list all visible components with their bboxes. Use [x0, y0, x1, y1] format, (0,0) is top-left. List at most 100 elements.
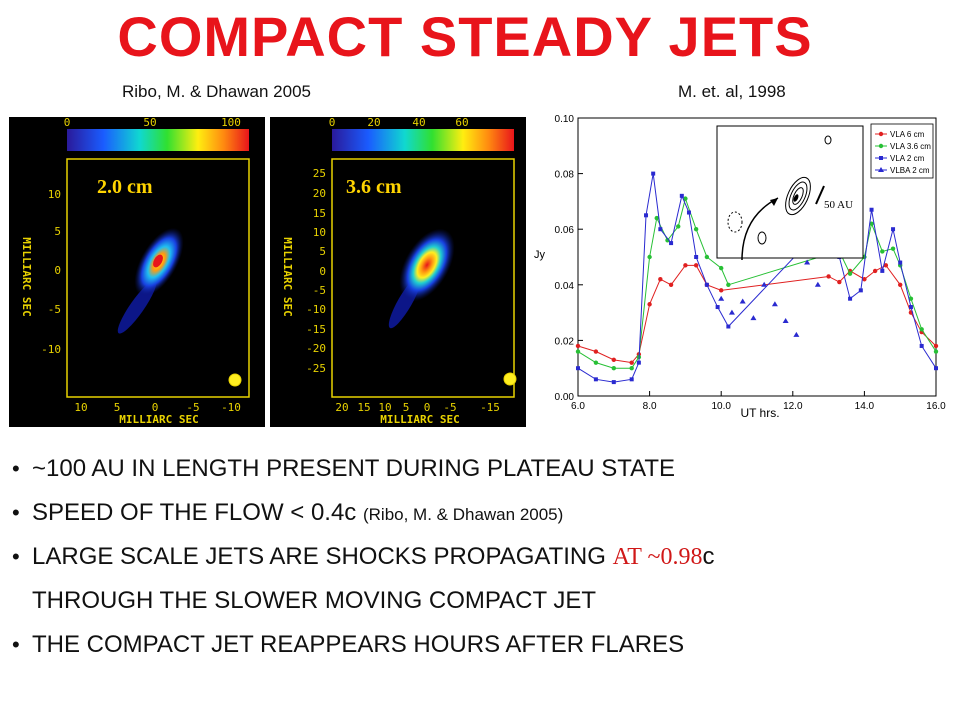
data-point	[647, 302, 652, 307]
data-point	[679, 193, 684, 198]
y-tick: 5	[54, 225, 61, 238]
beam-icon	[228, 373, 242, 387]
data-point	[761, 281, 768, 287]
series-line	[577, 264, 937, 364]
data-point	[898, 260, 903, 265]
data-point	[593, 360, 599, 365]
x-tick-label: 6.0	[571, 401, 585, 412]
data-point	[593, 349, 599, 354]
colorbar-tick: 100	[221, 117, 241, 129]
data-point	[704, 282, 709, 287]
bullet-list: ~100 AU IN LENGTH PRESENT DURING PLATEAU…	[10, 452, 955, 672]
data-point	[933, 349, 939, 354]
data-point	[869, 207, 874, 212]
x-axis-label: MILLIARC SEC	[380, 413, 459, 426]
data-point	[629, 377, 634, 382]
x-tick: 10	[378, 401, 391, 414]
citation-left: Ribo, M. & Dhawan 2005	[122, 82, 311, 101]
y-tick: -25	[306, 362, 326, 375]
data-point	[647, 254, 652, 260]
data-point	[919, 327, 924, 332]
data-point	[847, 271, 853, 276]
colorbar-tick: 60	[455, 117, 468, 129]
data-point	[644, 213, 649, 218]
jet-peak	[153, 254, 163, 268]
data-point	[686, 210, 691, 215]
bullet-continuation: THROUGH THE SLOWER MOVING COMPACT JET	[10, 584, 955, 628]
y-tick: -10	[306, 303, 326, 316]
data-point	[575, 349, 581, 354]
x-tick: 15	[357, 401, 370, 414]
map-frame	[66, 158, 250, 398]
legend-label: VLA 3.6 cm	[890, 142, 931, 151]
data-point	[719, 265, 724, 271]
bullet-item: THE COMPACT JET REAPPEARS HOURS AFTER FL…	[10, 628, 955, 672]
data-point	[726, 282, 731, 287]
citation-right: M. et. al, 1998	[678, 82, 786, 101]
inset-scale-label: 50 AU	[824, 199, 853, 211]
x-tick: -15	[480, 401, 500, 414]
map-frame	[331, 158, 515, 398]
y-tick: 15	[313, 207, 326, 220]
data-point	[576, 366, 580, 371]
legend-label: VLA 6 cm	[890, 130, 925, 139]
y-tick-label: 0.10	[555, 114, 575, 125]
data-point	[611, 380, 616, 385]
data-point	[919, 343, 924, 348]
y-tick: -10	[41, 343, 61, 356]
jet-core	[399, 228, 455, 302]
y-tick: 10	[313, 226, 326, 239]
data-point	[676, 224, 681, 229]
y-tick: 25	[313, 167, 326, 180]
x-tick-label: 16.0	[926, 401, 946, 412]
data-point	[718, 295, 725, 301]
data-point	[858, 288, 863, 293]
colorbar-tick: 0	[329, 117, 336, 129]
data-point	[750, 315, 757, 321]
data-point	[611, 357, 616, 363]
data-point	[878, 131, 884, 137]
data-point	[879, 156, 883, 160]
data-point	[908, 305, 913, 310]
x-tick-label: 10.0	[711, 401, 731, 412]
series-vlba-2-cm	[718, 259, 821, 337]
data-point	[848, 296, 853, 301]
y-tick: -5	[313, 284, 326, 297]
data-point	[880, 249, 885, 254]
bullet-text: SPEED OF THE FLOW < 0.4c	[32, 499, 357, 526]
data-point	[629, 366, 634, 371]
data-point	[726, 324, 731, 329]
y-axis-label: MILLIARC SEC	[20, 237, 33, 316]
y-tick: 0	[54, 264, 61, 277]
bullet-accent: AT ~0.98	[612, 544, 703, 570]
x-axis-label: UT hrs.	[740, 406, 779, 420]
data-point	[593, 377, 598, 382]
data-point	[890, 246, 896, 251]
arrow-icon	[770, 198, 778, 206]
x-tick-label: 14.0	[855, 401, 875, 412]
y-axis-label: MILLIARC SEC	[281, 237, 294, 316]
y-tick-label: 0.08	[555, 170, 575, 181]
data-point	[869, 221, 874, 226]
bullet-text: THROUGH THE SLOWER MOVING COMPACT JET	[32, 587, 597, 614]
x-tick: 0	[424, 401, 431, 414]
series-line	[577, 173, 937, 383]
y-tick: -5	[48, 303, 61, 316]
data-point	[878, 167, 884, 172]
data-point	[862, 277, 867, 282]
colorbar-tick: 0	[64, 117, 71, 129]
data-point	[704, 254, 710, 260]
bullet-text: ~100 AU IN LENGTH PRESENT DURING PLATEAU…	[32, 455, 676, 482]
x-tick: 5	[114, 401, 121, 414]
x-tick: -10	[221, 401, 241, 414]
data-point	[883, 263, 889, 268]
y-tick-label: 0.02	[555, 336, 575, 347]
bullet-text: THE COMPACT JET REAPPEARS HOURS AFTER FL…	[32, 631, 685, 658]
x-tick: -5	[186, 401, 199, 414]
data-point	[934, 366, 938, 371]
radio-map-3.6cm-panel: 0 20 40 60 25 20 15 10 5 0 -5 -10 -15 -2…	[270, 117, 526, 427]
colorbar-tick: 40	[412, 117, 425, 129]
y-tick-label: 0.04	[555, 281, 575, 292]
data-point	[782, 317, 789, 323]
data-point	[933, 343, 939, 349]
